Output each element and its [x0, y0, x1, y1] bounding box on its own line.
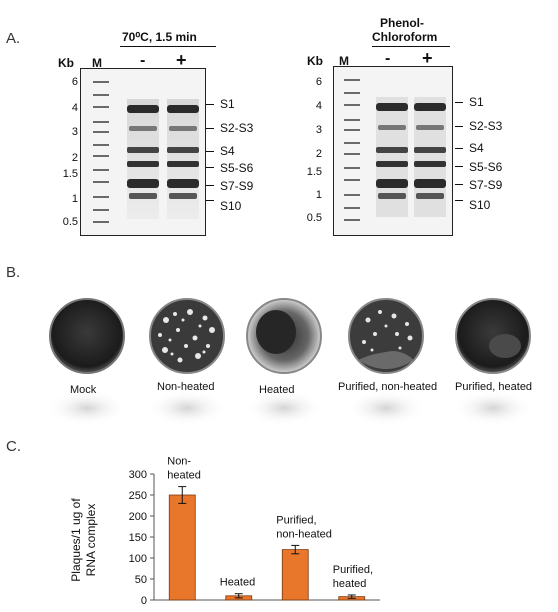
dish-heated	[246, 298, 322, 374]
left-segment-s7-s9: S7-S9	[220, 179, 254, 193]
error-bar-3	[347, 594, 356, 599]
error-bar-1	[234, 593, 243, 599]
y-tick-label: 0	[141, 595, 147, 607]
left-sample-bands	[127, 105, 199, 199]
panel-b-letter: B.	[6, 264, 21, 281]
bar-label-3: Purified, heated	[333, 564, 373, 590]
dish-mock	[49, 298, 125, 374]
left-segment-s10: S10	[220, 199, 242, 213]
left-segment-s2-s3: S2-S3	[220, 121, 254, 135]
left-segment-s4: S4	[220, 144, 235, 158]
right-lane-plus: +	[422, 48, 433, 68]
right-ladder-6: 6	[315, 76, 322, 88]
left-ladder-3: 3	[71, 126, 78, 138]
right-segment-s2-s3: S2-S3	[469, 119, 503, 133]
left-gel-image	[80, 68, 206, 236]
left-ladder-6: 6	[71, 76, 78, 88]
right-ladder-0-5: 0.5	[306, 212, 322, 224]
bar-2	[281, 549, 309, 601]
left-segment-s5-s6: S5-S6	[220, 161, 254, 175]
plaque-chart: 0 50 100 150 200 250 300 Non-heated Heated Purif…	[69, 456, 380, 607]
right-sample-bands	[376, 103, 446, 199]
right-lane-minus: -	[385, 50, 391, 67]
panel-c-letter: C.	[6, 438, 21, 455]
right-gel-title-line2: Chloroform	[372, 30, 438, 44]
bars: Non-heated Heated Purified, non-heatedPurif…	[167, 456, 373, 601]
dish-caption-purified-heated: Purified, heated	[455, 381, 533, 393]
left-ladder-1-5: 1.5	[62, 168, 78, 180]
left-ladder-2: 2	[71, 152, 78, 164]
right-gel-image	[333, 66, 453, 236]
left-marker-label: M	[92, 56, 102, 70]
y-axis-label-line1: Plaques/1 ug of	[69, 498, 83, 582]
left-lane-plus: +	[176, 50, 187, 70]
y-tick-label: 300	[129, 469, 147, 481]
right-gel-title-underline	[372, 46, 450, 47]
right-ladder-1-5: 1.5	[306, 166, 322, 178]
right-gel-bands	[344, 79, 446, 221]
left-segment-s1: S1	[220, 97, 235, 111]
right-ladder-2: 2	[315, 148, 322, 160]
y-axis-ticks: 0 50 100 150 200 250 300	[129, 469, 154, 607]
dish-purified-non-heated	[348, 298, 424, 374]
left-lane-minus: -	[140, 52, 146, 69]
bar-label-2: Purified, non-heated	[276, 514, 332, 540]
right-segment-s5-s6: S5-S6	[469, 160, 503, 174]
left-gel-title: 70⁰C, 1.5 min	[122, 30, 197, 44]
left-ladder-0-5: 0.5	[62, 216, 78, 228]
dish-caption-non-heated: Non-heated	[157, 381, 215, 393]
dish-caption-heated: Heated	[259, 384, 295, 396]
left-gel-bands	[93, 81, 199, 223]
y-tick-label: 150	[129, 532, 147, 544]
dish-purified-heated	[455, 298, 531, 374]
bar-label-1: Heated	[220, 577, 255, 589]
error-bar-0	[178, 486, 187, 504]
right-segment-s1: S1	[469, 95, 484, 109]
bar-0	[168, 494, 196, 601]
right-ladder-bands	[344, 79, 360, 221]
dish-caption-purified-non-heated: Purified, non-heated	[338, 381, 438, 393]
right-marker-label: M	[339, 54, 349, 68]
y-axis-label-line2: RNA complex	[84, 504, 98, 577]
y-tick-label: 50	[135, 574, 147, 586]
right-segment-s7-s9: S7-S9	[469, 178, 503, 192]
dish-caption-mock: Mock	[70, 384, 97, 396]
left-gel-title-underline	[120, 46, 216, 47]
right-kb-label: Kb	[307, 54, 323, 68]
y-tick-label: 200	[129, 511, 147, 523]
plaque-dishes	[47, 298, 533, 426]
right-ladder-4: 4	[315, 100, 322, 112]
left-ladder-bands	[93, 81, 109, 223]
bar-label-0: Non-heated	[167, 456, 201, 482]
right-segment-s4: S4	[469, 141, 484, 155]
left-ladder-4: 4	[71, 102, 78, 114]
left-ladder-1: 1	[71, 193, 78, 205]
dish-non-heated	[149, 298, 225, 374]
left-kb-label: Kb	[58, 56, 74, 70]
right-segment-s10: S10	[469, 198, 491, 212]
right-ladder-3: 3	[315, 124, 322, 136]
right-gel-title-line1: Phenol-	[380, 16, 424, 30]
right-ladder-1: 1	[315, 189, 322, 201]
y-tick-label: 250	[129, 490, 147, 502]
y-tick-label: 100	[129, 553, 147, 565]
error-bar-2	[291, 544, 300, 555]
panel-a-letter: A.	[6, 30, 21, 47]
